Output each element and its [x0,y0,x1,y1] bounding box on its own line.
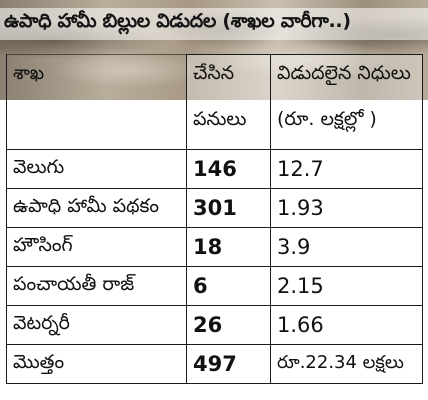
cell-dept: పంచాయతీ రాజ్ [6,266,187,306]
cell-dept: ఉపాధి హామీ పథకం [6,188,187,228]
table-row: వెలుగు 146 12.7 [6,149,423,189]
cell-funds: 2.15 [270,266,423,306]
table-row: పంచాయతీ రాజ్ 6 2.15 [6,266,423,306]
cell-works: 6 [186,266,271,306]
cell-funds: 1.66 [270,305,423,345]
cell-funds: 1.93 [270,188,423,228]
cell-works: 18 [186,227,271,267]
cell-works: 301 [186,188,271,228]
cell-funds: 12.7 [270,149,423,189]
cell-dept: హౌసింగ్ [6,227,187,267]
header-dept: శాఖ [6,54,187,150]
cell-funds: 3.9 [270,227,423,267]
table-total-row: మొత్తం 497 రూ.22.34 లక్షలు [6,344,423,384]
cell-total-funds: రూ.22.34 లక్షలు [270,344,423,384]
header-works-line1: చేసిన [193,62,235,84]
page-title: ఉపాధి హామీ బిల్లుల విడుదల (శాఖల వారీగా..… [4,10,351,32]
cell-works: 26 [186,305,271,345]
cell-dept: వెలుగు [6,149,187,189]
table-row: హౌసింగ్ 18 3.9 [6,227,423,267]
funds-table: శాఖ చేసిన పనులు విడుదలైన నిధులు (రూ. లక్… [6,54,423,384]
header-works-line2: పనులు [193,108,247,130]
table-row: వెటర్నరీ 26 1.66 [6,305,423,345]
cell-total-label: మొత్తం [6,344,187,384]
cell-works: 146 [186,149,271,189]
header-dept-label: శాఖ [13,62,45,84]
title-strip [0,8,428,40]
header-works: చేసిన పనులు [186,54,271,150]
table-row: ఉపాధి హామీ పథకం 301 1.93 [6,188,423,228]
header-funds-line2: (రూ. లక్షల్లో ) [277,108,377,130]
header-funds-line1: విడుదలైన నిధులు [277,62,411,84]
header-funds: విడుదలైన నిధులు (రూ. లక్షల్లో ) [270,54,423,150]
cell-total-works: 497 [186,344,271,384]
table-header-row: శాఖ చేసిన పనులు విడుదలైన నిధులు (రూ. లక్… [6,54,423,150]
cell-dept: వెటర్నరీ [6,305,187,345]
